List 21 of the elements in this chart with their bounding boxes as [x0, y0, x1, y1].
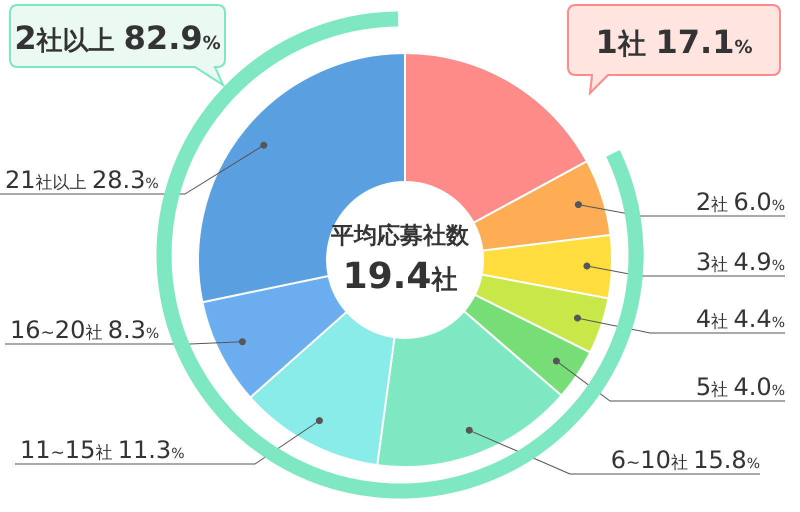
data-label: 4.0% [734, 373, 785, 401]
text: 19.4社 [342, 256, 458, 297]
slice-label: 3社 [696, 248, 734, 276]
slice-label: 11~15社 [20, 436, 118, 464]
slice-label: 6~10社 [610, 446, 694, 474]
slice-label: 5社 [696, 373, 734, 401]
data-label: 4.4% [734, 305, 785, 333]
data-label: 28.3% [92, 166, 159, 194]
slice-label: 1社 [595, 23, 656, 61]
text: 平均応募社数 [330, 222, 470, 249]
text: 2社以上 82.9% [14, 19, 221, 57]
data-label: 6.0% [734, 188, 785, 216]
data-label: 15.8% [693, 446, 760, 474]
data-label: 17.1% [656, 23, 753, 61]
data-label: 4.9% [734, 248, 785, 276]
slice-label: 2社 [696, 188, 734, 216]
data-label: 11.3% [118, 436, 184, 464]
data-label: 8.3% [108, 316, 160, 344]
slice-label: 21社以上 [5, 166, 92, 194]
slice-label: 16~20社 [10, 316, 108, 344]
slice-label: 4社 [696, 305, 734, 333]
